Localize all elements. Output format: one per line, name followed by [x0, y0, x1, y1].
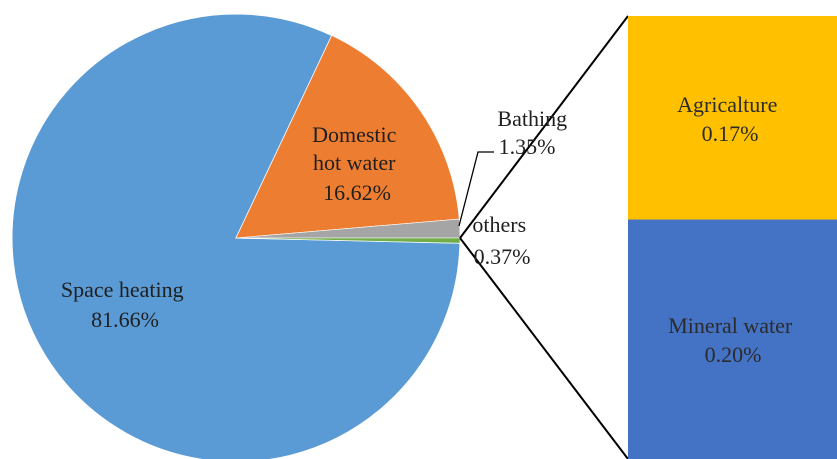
segment-label-mineral-water: Mineral water 0.20%: [668, 313, 798, 367]
slice-name-domestic-line2: hot water: [313, 150, 396, 175]
pie-slice-domestic-hot-water: [235, 35, 460, 239]
bar-segment-agricalture: [628, 16, 837, 220]
segment-name-agricalture: Agricalture: [677, 92, 777, 117]
slice-value-others: 0.37%: [474, 244, 531, 269]
segment-value-agricalture: 0.17%: [702, 121, 759, 146]
slice-value-bathing: 1.35%: [499, 134, 556, 159]
slice-label-space-heating: Space heating 81.66%: [61, 277, 189, 332]
pie-slices: [11, 13, 461, 459]
slice-value-domestic-hot-water: 16.62%: [323, 180, 391, 205]
leader-lines: [458, 151, 494, 227]
slice-name-bathing: Bathing: [497, 106, 567, 131]
pie-slice-space-heating: [11, 13, 461, 459]
slice-name-others: others: [472, 212, 526, 237]
bar-segment-mineral-water: [628, 219, 837, 459]
breakdown-connector-lines: [459, 15, 629, 459]
segment-label-agricalture: Agricalture 0.17%: [677, 92, 783, 146]
breakdown-bar: [628, 16, 837, 459]
slice-name-space-heating: Space heating: [61, 277, 184, 302]
slice-name-domestic-line1: Domestic: [312, 122, 397, 147]
leader-line-bathing: [458, 151, 494, 227]
slice-label-others: others 0.37%: [472, 212, 531, 269]
slice-label-bathing: Bathing 1.35%: [497, 106, 572, 159]
segment-value-mineral-water: 0.20%: [705, 342, 762, 367]
slice-value-space-heating: 81.66%: [91, 307, 159, 332]
connector-line-top: [459, 15, 629, 239]
segment-name-mineral-water: Mineral water: [668, 313, 793, 338]
connector-line-bottom: [459, 237, 629, 459]
slice-label-domestic-hot-water: Domestic hot water 16.62%: [312, 122, 402, 205]
